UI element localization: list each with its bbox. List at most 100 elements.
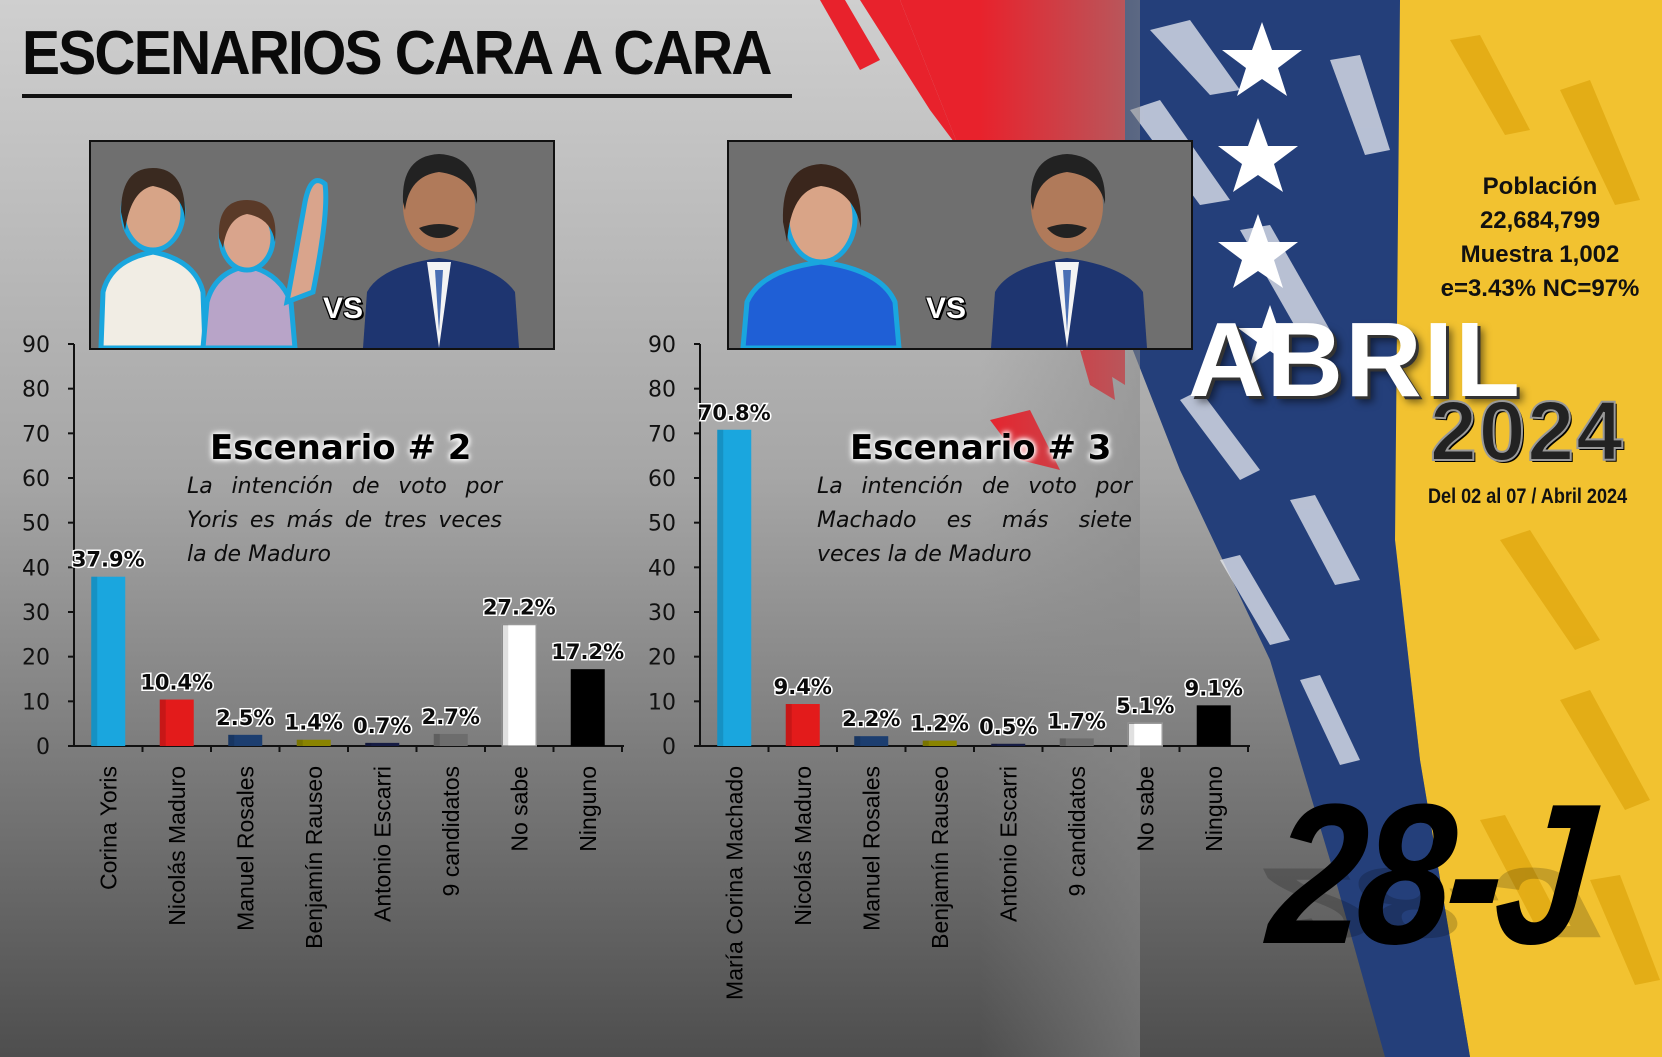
category-label: María Corina Machado bbox=[721, 766, 747, 1000]
bar-shade bbox=[502, 624, 509, 746]
data-label: 37.9% bbox=[72, 548, 145, 572]
bar bbox=[365, 742, 400, 746]
error-margin: e=3.43% NC=97% bbox=[1440, 275, 1640, 302]
bar bbox=[922, 740, 957, 746]
flag-blue-band bbox=[1122, 0, 1470, 1057]
category-label: Benjamín Rauseo bbox=[927, 766, 953, 949]
y-tick-label: 60 bbox=[648, 467, 676, 492]
page-title: ESCENARIOS CARA A CARA bbox=[22, 19, 772, 88]
data-label: 1.4% bbox=[285, 711, 343, 735]
period-year: 2024 bbox=[1429, 383, 1625, 479]
vs-label: VS bbox=[323, 292, 364, 325]
bar bbox=[570, 669, 605, 746]
y-tick-label: 20 bbox=[22, 646, 50, 671]
flag-stars bbox=[1218, 22, 1302, 365]
y-tick-label: 40 bbox=[22, 556, 50, 581]
flag-yellow-band bbox=[1395, 0, 1662, 1057]
bar bbox=[991, 743, 1026, 746]
sample-size: Muestra 1,002 bbox=[1460, 241, 1620, 268]
bar-shade bbox=[854, 736, 861, 746]
y-tick-label: 80 bbox=[648, 378, 676, 403]
bar-shade bbox=[991, 743, 998, 746]
bar-shade bbox=[717, 429, 724, 746]
category-label: 9 candidatos bbox=[1064, 766, 1090, 896]
bar-shade bbox=[570, 669, 577, 746]
bar-chart-scenario-2: 0 10 20 30 40 50 60 70 80 90 37.9% Corina Yoris 10.4… bbox=[22, 333, 626, 949]
y-tick-label: 10 bbox=[648, 690, 676, 715]
scenario-3-title: Escenario # 3 bbox=[850, 428, 1112, 468]
y-tick-label: 90 bbox=[648, 333, 676, 358]
vs-label: VS bbox=[926, 292, 967, 325]
bar-shade bbox=[922, 740, 929, 746]
category-label: Nicolás Maduro bbox=[164, 766, 190, 926]
y-tick-label: 10 bbox=[22, 690, 50, 715]
bar bbox=[501, 623, 537, 747]
y-tick-label: 50 bbox=[22, 512, 50, 537]
category-label: Antonio Escarri bbox=[369, 766, 395, 922]
category-label: Corina Yoris bbox=[95, 766, 121, 890]
candidates-photo-scenario-3: VS bbox=[727, 140, 1193, 350]
bar-shade bbox=[1196, 705, 1203, 746]
period-dates: Del 02 al 07 / Abril 2024 bbox=[1428, 485, 1628, 508]
y-tick-label: 20 bbox=[648, 646, 676, 671]
candidates-photo-scenario-2: VS bbox=[89, 140, 555, 350]
period-month: ABRIL bbox=[1188, 301, 1522, 419]
category-label: Nicolás Maduro bbox=[790, 766, 816, 926]
bar-shade bbox=[1128, 723, 1135, 746]
data-label: 0.7% bbox=[353, 714, 411, 738]
population-label: Población bbox=[1482, 173, 1598, 200]
bar bbox=[785, 704, 820, 746]
bar-shade bbox=[159, 699, 166, 746]
category-label: Antonio Escarri bbox=[995, 766, 1021, 922]
data-label: 70.8% bbox=[698, 401, 771, 425]
bar-shade bbox=[1059, 738, 1066, 746]
data-label: 2.5% bbox=[216, 706, 274, 730]
data-label: 10.4% bbox=[140, 671, 213, 695]
y-tick-label: 0 bbox=[662, 735, 676, 760]
y-tick-label: 90 bbox=[22, 333, 50, 358]
scenario-2-description: La intención de voto por Yoris es más de… bbox=[187, 474, 502, 567]
y-tick-label: 30 bbox=[22, 601, 50, 626]
bar-shade bbox=[296, 739, 303, 746]
bar bbox=[854, 736, 889, 746]
bar-chart-scenario-3: 0 10 20 30 40 50 60 70 80 90 70.8% María Corina Mac… bbox=[648, 333, 1250, 1000]
y-tick-label: 60 bbox=[22, 467, 50, 492]
y-tick-label: 40 bbox=[648, 556, 676, 581]
bar bbox=[1196, 705, 1231, 746]
bar bbox=[228, 734, 263, 746]
category-label: Manuel Rosales bbox=[232, 766, 258, 931]
data-label: 5.1% bbox=[1116, 694, 1174, 718]
category-label: Ninguno bbox=[575, 766, 601, 852]
y-tick-label: 50 bbox=[648, 512, 676, 537]
category-label: 9 candidatos bbox=[438, 766, 464, 896]
y-tick-label: 70 bbox=[22, 422, 50, 447]
bar bbox=[296, 739, 331, 746]
bar bbox=[159, 699, 194, 746]
category-label: No sabe bbox=[506, 766, 532, 852]
bar bbox=[91, 576, 126, 746]
bar-shade bbox=[433, 733, 440, 746]
bar bbox=[1059, 738, 1094, 746]
bar-shade bbox=[228, 734, 235, 746]
y-tick-label: 70 bbox=[648, 422, 676, 447]
category-label: Manuel Rosales bbox=[858, 766, 884, 931]
bar bbox=[1127, 722, 1163, 747]
bar bbox=[717, 429, 752, 746]
bar-shade bbox=[785, 704, 792, 746]
bar-shade bbox=[365, 742, 372, 746]
population-value: 22,684,799 bbox=[1479, 207, 1601, 234]
brand-logo-reflection: 28-J bbox=[1261, 847, 1595, 959]
data-label: 1.2% bbox=[911, 712, 969, 736]
candidate-portraits-icon bbox=[98, 154, 519, 348]
data-label: 9.1% bbox=[1185, 676, 1243, 700]
data-label: 2.7% bbox=[422, 705, 480, 729]
candidate-portraits-icon bbox=[740, 154, 1147, 348]
data-label: 9.4% bbox=[774, 675, 832, 699]
data-label: 27.2% bbox=[483, 596, 556, 620]
y-tick-label: 30 bbox=[648, 601, 676, 626]
data-label: 0.5% bbox=[979, 715, 1037, 739]
data-label: 17.2% bbox=[551, 640, 624, 664]
y-tick-label: 0 bbox=[36, 735, 50, 760]
scenario-3-description: La intención de voto por Machado es más … bbox=[817, 474, 1132, 567]
title-underline bbox=[22, 94, 792, 98]
